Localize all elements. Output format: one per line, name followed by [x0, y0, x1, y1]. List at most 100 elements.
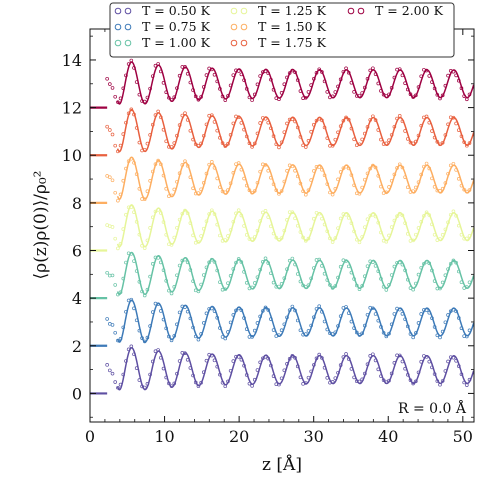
series-point-5 — [258, 121, 262, 125]
series-point-0 — [261, 356, 265, 361]
series-point-2 — [250, 285, 254, 290]
series-point-0 — [282, 368, 287, 373]
series-point-1 — [266, 308, 271, 312]
series-point-3 — [153, 209, 158, 214]
series-curve-3 — [116, 204, 475, 248]
series-point-2 — [328, 283, 332, 287]
series-point-6 — [277, 97, 281, 102]
series-point-3 — [134, 219, 139, 224]
series-point-5 — [387, 138, 391, 143]
series-point-5 — [416, 133, 421, 138]
series-point-0 — [438, 382, 442, 387]
series-point-1 — [376, 318, 381, 323]
series-point-6 — [373, 72, 378, 76]
series-point-1 — [330, 332, 335, 336]
series-point-3 — [400, 213, 405, 218]
series-point-5 — [177, 123, 182, 127]
legend-marker — [240, 39, 248, 47]
series-point-0 — [228, 368, 233, 373]
series-point-4 — [440, 186, 445, 191]
series-point-4 — [325, 182, 330, 186]
series-point-4 — [242, 176, 246, 181]
series-point-5 — [290, 117, 295, 122]
series-point-3 — [137, 232, 142, 237]
series-point-3 — [373, 214, 378, 219]
series-point-1 — [196, 337, 201, 342]
series-point-4 — [467, 188, 472, 192]
series-point-0 — [167, 381, 171, 386]
series-point-3 — [465, 236, 469, 241]
series-point-4 — [357, 191, 362, 196]
series-point-5 — [293, 119, 297, 124]
series-point-5 — [226, 142, 230, 146]
series-point-4 — [207, 162, 211, 167]
series-point-2 — [231, 267, 236, 271]
series-point-3 — [285, 218, 289, 222]
series-point-6 — [360, 91, 364, 95]
legend-marker — [124, 23, 132, 31]
series-point-1 — [438, 335, 442, 340]
series-point-3 — [357, 240, 362, 245]
series-point-4 — [427, 166, 432, 171]
series-point-3 — [129, 205, 134, 209]
series-point-4 — [456, 176, 461, 181]
series-point-1 — [279, 328, 284, 333]
series-point-6 — [137, 92, 142, 97]
series-point-0 — [456, 364, 461, 368]
series-point-0 — [427, 359, 432, 364]
series-point-1 — [459, 326, 464, 331]
y-tick-label: 6 — [72, 242, 82, 261]
series-point-6 — [438, 96, 442, 101]
series-point-2 — [381, 284, 386, 289]
series-point-6 — [156, 62, 160, 66]
series-point-1 — [183, 305, 187, 309]
series-point-3 — [317, 211, 322, 216]
series-point-4 — [252, 189, 257, 193]
series-point-2 — [239, 260, 244, 264]
series-point-5 — [223, 144, 228, 148]
series-point-2 — [290, 256, 295, 261]
series-point-1 — [306, 329, 311, 333]
series-point-5 — [454, 121, 458, 126]
series-point-1 — [239, 308, 244, 313]
series-point-3 — [258, 219, 262, 223]
series-point-2 — [306, 283, 311, 287]
series-point-4 — [159, 162, 163, 167]
series-point-5 — [108, 128, 112, 132]
series-point-5 — [153, 113, 158, 117]
series-point-3 — [121, 227, 126, 231]
series-point-0 — [266, 356, 271, 361]
series-point-5 — [395, 116, 399, 121]
series-point-4 — [204, 171, 209, 176]
series-point-2 — [354, 283, 359, 288]
series-point-0 — [204, 358, 209, 363]
series-point-5 — [244, 134, 249, 139]
series-point-3 — [293, 216, 297, 221]
series-point-3 — [424, 210, 429, 215]
series-point-0 — [387, 378, 391, 383]
series-point-6 — [201, 85, 206, 89]
series-point-4 — [153, 162, 158, 166]
series-point-3 — [234, 211, 238, 216]
series-point-6 — [172, 95, 177, 100]
series-point-3 — [298, 230, 303, 234]
legend-marker — [240, 23, 248, 31]
series-point-1 — [113, 330, 118, 335]
series-point-3 — [242, 224, 246, 228]
series-point-2 — [443, 273, 448, 278]
series-point-5 — [285, 121, 289, 126]
series-point-6 — [314, 71, 319, 75]
series-point-1 — [363, 323, 367, 328]
series-point-5 — [247, 141, 252, 146]
series-point-1 — [210, 306, 214, 311]
series-point-3 — [384, 239, 389, 244]
series-point-0 — [293, 355, 297, 360]
series-point-1 — [116, 338, 120, 343]
series-point-2 — [282, 276, 287, 280]
series-point-5 — [346, 117, 351, 122]
series-point-2 — [258, 267, 262, 272]
series-point-0 — [279, 376, 284, 381]
series-point-6 — [175, 86, 179, 90]
series-point-0 — [121, 372, 126, 377]
series-point-6 — [271, 87, 276, 92]
